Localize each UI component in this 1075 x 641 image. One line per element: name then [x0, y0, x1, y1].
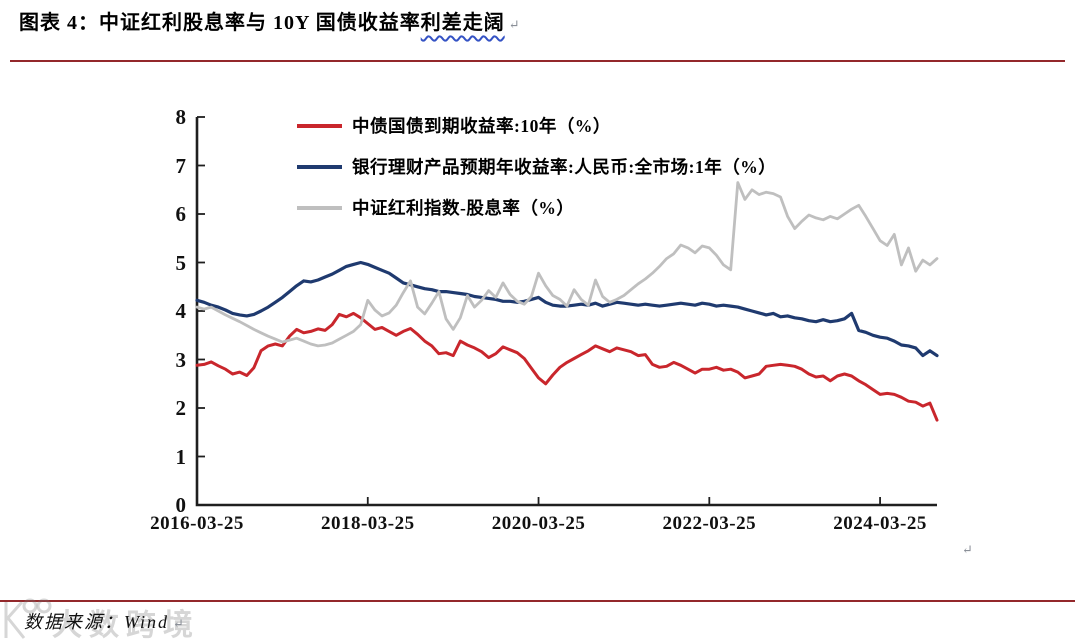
figure-title-wavy-text: 利差走阔: [420, 12, 505, 34]
bottom-divider: [0, 600, 1075, 602]
paragraph-mark-icon: ↵: [962, 542, 973, 557]
top-divider: [10, 60, 1065, 62]
legend-label: 银行理财产品预期年收益率:人民币:全市场:1年（%）: [352, 157, 777, 177]
y-axis-tick-label: 0: [175, 493, 187, 517]
legend-swatch-gray: [297, 205, 342, 210]
legend-item-govbond-yield: 中债国债到期收益率:10年（%）: [297, 111, 776, 140]
data-source: 数据来源：Wind ↵: [24, 608, 186, 634]
x-axis-tick-label: 2020-03-25: [491, 513, 586, 534]
legend-swatch-red: [297, 123, 342, 128]
data-source-label: 数据来源：Wind: [24, 612, 170, 632]
y-axis-tick-label: 4: [175, 299, 187, 323]
legend-item-dividend-yield: 中证红利指数-股息率（%）: [297, 193, 776, 222]
figure-title: 图表 4：中证红利股息率与 10Y 国债收益率利差走阔 ↵: [19, 6, 521, 35]
y-axis-tick-label: 5: [175, 250, 187, 275]
figure-title-text: 图表 4：中证红利股息率与 10Y 国债收益率: [19, 12, 421, 34]
y-axis-tick-label: 6: [175, 202, 187, 226]
y-axis-tick-label: 8: [175, 105, 187, 129]
x-axis-tick-label: 2016-03-25: [150, 513, 244, 534]
legend-item-wmp-yield: 银行理财产品预期年收益率:人民币:全市场:1年（%）: [297, 152, 776, 181]
legend-label: 中证红利指数-股息率（%）: [352, 198, 575, 218]
y-axis-tick-label: 1: [175, 444, 187, 469]
x-axis-tick-label: 2018-03-25: [320, 513, 415, 534]
paragraph-mark-icon: ↵: [508, 17, 521, 32]
legend-label: 中债国债到期收益率:10年（%）: [352, 116, 611, 136]
x-axis-tick-label: 2024-03-25: [833, 513, 927, 534]
chart-legend: 中债国债到期收益率:10年（%） 银行理财产品预期年收益率:人民币:全市场:1年…: [297, 111, 776, 234]
paragraph-mark-icon: ↵: [173, 616, 186, 631]
y-axis-tick-label: 7: [175, 153, 187, 178]
y-axis-tick-label: 2: [175, 396, 187, 420]
x-axis-tick-label: 2022-03-25: [662, 513, 757, 534]
legend-swatch-blue: [297, 164, 342, 169]
y-axis-tick-label: 3: [175, 347, 187, 372]
